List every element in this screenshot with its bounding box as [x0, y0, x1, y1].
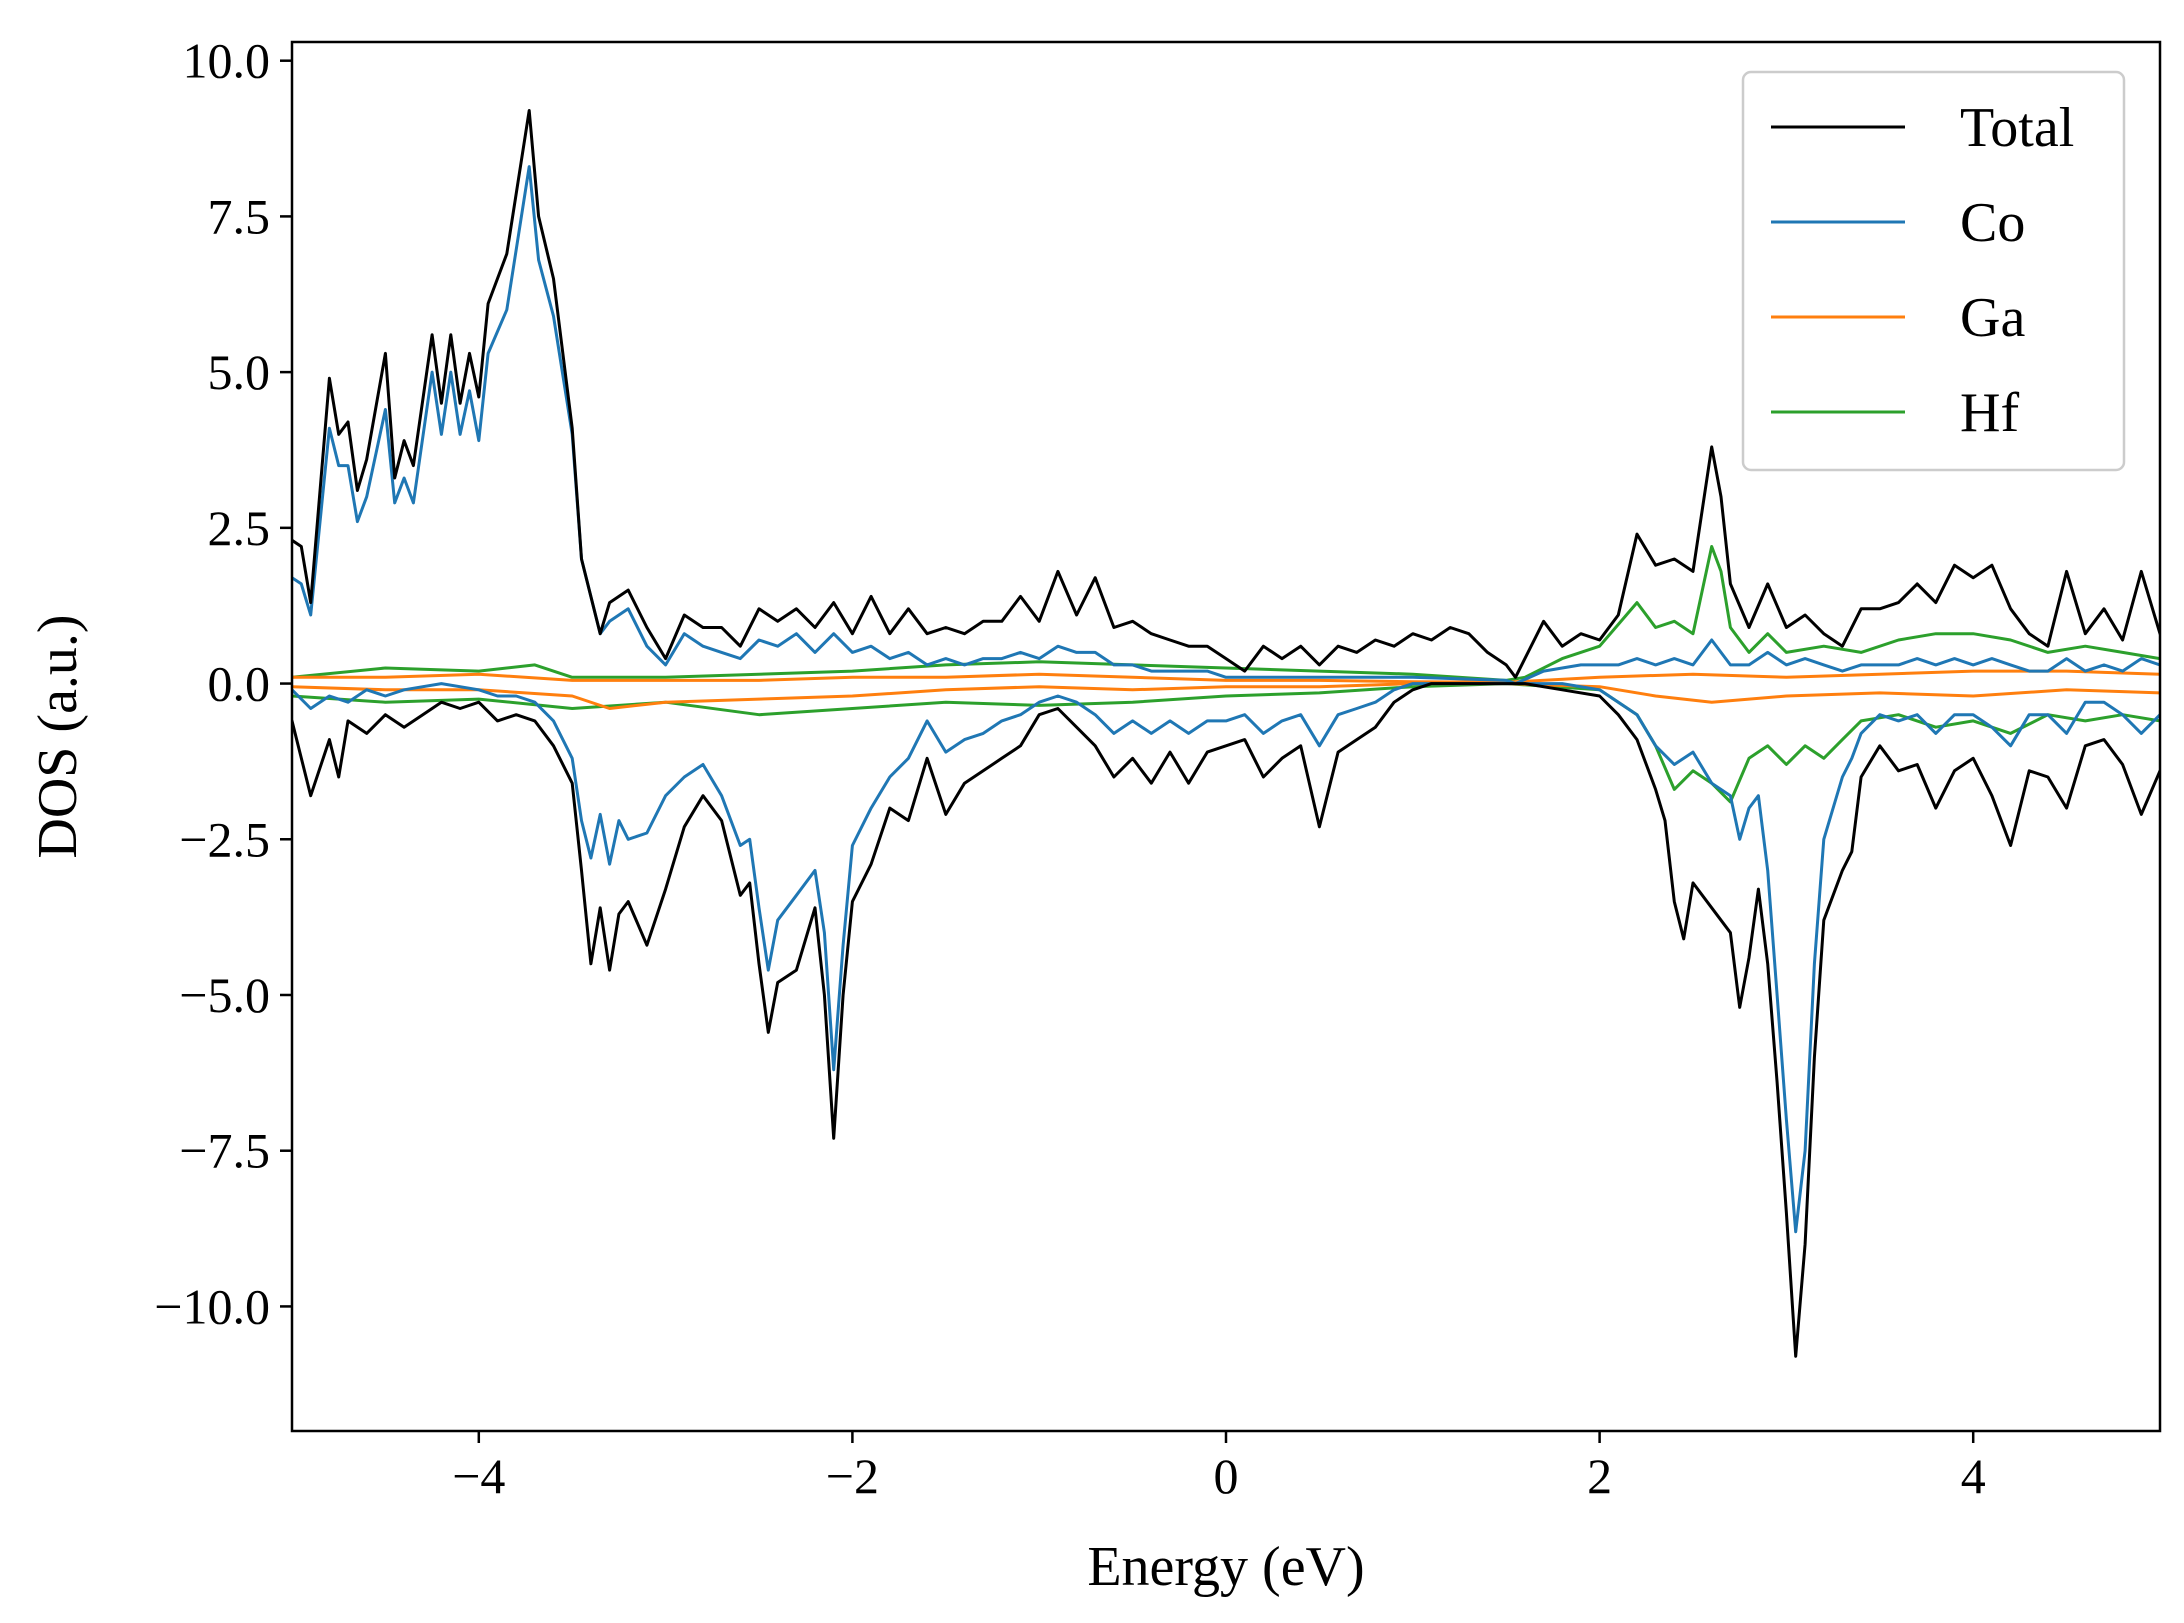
series-line-ga-up — [292, 669, 2160, 684]
legend-label-hf: Hf — [1960, 382, 2019, 444]
y-tick-label: 5.0 — [208, 344, 271, 400]
series-line-hf-down — [292, 682, 2160, 804]
y-tick-label: 0.0 — [208, 656, 271, 712]
legend: Total Co Ga Hf — [1741, 70, 2126, 472]
y-tick-label: −10.0 — [154, 1278, 270, 1334]
y-tick-label: 2.5 — [208, 500, 271, 556]
x-tick-label: 2 — [1587, 1448, 1612, 1504]
y-tick-label: −5.0 — [179, 967, 270, 1023]
series-line-co-down — [292, 682, 2160, 1234]
legend-box — [1741, 70, 2126, 472]
y-axis: 10.0 7.5 5.0 2.5 0.0 −2.5 −5.0 −7.5 −10.0 — [154, 33, 292, 1334]
x-axis: −4 −2 0 2 4 — [452, 1431, 1986, 1504]
y-tick-label: −7.5 — [179, 1123, 270, 1179]
series-layer — [292, 109, 2160, 1358]
x-tick-label: −4 — [452, 1448, 505, 1504]
x-axis-title: Energy (eV) — [1087, 1536, 1364, 1598]
legend-label-total: Total — [1960, 97, 2074, 159]
y-tick-label: 7.5 — [208, 188, 271, 244]
series-line-total-down — [292, 682, 2160, 1358]
x-tick-label: −2 — [826, 1448, 879, 1504]
legend-label-ga: Ga — [1960, 287, 2025, 349]
series-line-total-up — [292, 109, 2160, 679]
y-tick-label: −2.5 — [179, 811, 270, 867]
legend-label-co: Co — [1960, 192, 2025, 254]
x-tick-label: 0 — [1214, 1448, 1239, 1504]
y-tick-label: 10.0 — [183, 33, 271, 89]
series-line-co-up — [292, 165, 2160, 686]
y-axis-title: DOS (a.u.) — [27, 614, 89, 858]
series-line-hf-up — [292, 545, 2160, 682]
series-line-ga-down — [292, 682, 2160, 710]
x-tick-label: 4 — [1961, 1448, 1986, 1504]
